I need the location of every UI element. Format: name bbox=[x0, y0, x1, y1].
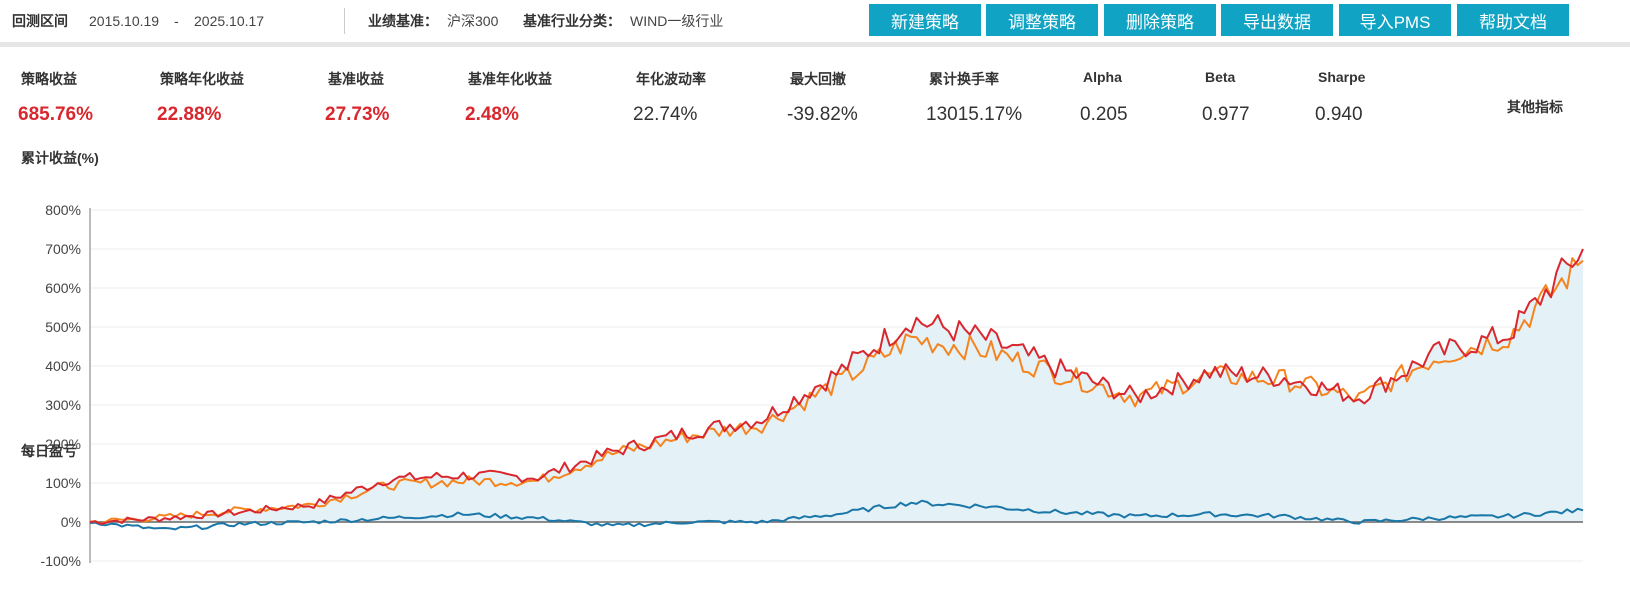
series-line-2 bbox=[89, 499, 1584, 531]
backtest-period-label: 回测区间 bbox=[12, 13, 68, 29]
metric-label-alpha: Alpha bbox=[1083, 69, 1122, 85]
end-date[interactable]: 2025.10.17 bbox=[194, 13, 265, 29]
metric-label-max-drawdown: 最大回撤 bbox=[790, 71, 846, 87]
chart-title: 累计收益(%) bbox=[21, 150, 99, 166]
delete-strategy-button[interactable]: 删除策略 bbox=[1104, 4, 1216, 36]
metric-label-sharpe: Sharpe bbox=[1318, 69, 1366, 85]
metric-label-annual-volatility: 年化波动率 bbox=[636, 71, 706, 87]
date-separator: - bbox=[174, 13, 179, 29]
metric-label-strategy-return: 策略收益 bbox=[21, 71, 77, 87]
metric-label-benchmark-return: 基准收益 bbox=[328, 71, 384, 87]
y-tick-label: 200% bbox=[45, 436, 81, 452]
y-tick-label: 400% bbox=[45, 358, 81, 374]
y-tick-label: -100% bbox=[41, 553, 81, 569]
y-tick-label: 600% bbox=[45, 280, 81, 296]
y-tick-label: 800% bbox=[45, 202, 81, 218]
new-strategy-button[interactable]: 新建策略 bbox=[869, 4, 981, 36]
y-tick-label: 300% bbox=[45, 397, 81, 413]
start-date[interactable]: 2015.10.19 bbox=[89, 13, 160, 29]
metric-value-benchmark-return: 27.73% bbox=[325, 104, 390, 125]
industry-classification-label: 基准行业分类： bbox=[523, 13, 621, 29]
toolbar-divider bbox=[344, 8, 345, 34]
export-data-button[interactable]: 导出数据 bbox=[1221, 4, 1333, 36]
metric-label-beta: Beta bbox=[1205, 69, 1236, 85]
metric-label-turnover: 累计换手率 bbox=[929, 71, 999, 87]
metric-value-turnover: 13015.17% bbox=[926, 104, 1023, 125]
metric-value-max-drawdown: -39.82% bbox=[787, 104, 858, 125]
metric-value-strategy-return: 685.76% bbox=[18, 104, 94, 125]
y-tick-label: 700% bbox=[45, 241, 81, 257]
cumulative-area-fill bbox=[90, 249, 1583, 524]
benchmark-value[interactable]: 沪深300 bbox=[447, 13, 499, 29]
import-pms-button[interactable]: 导入PMS bbox=[1339, 4, 1451, 36]
top-toolbar: 回测区间 2015.10.19 - 2025.10.17 业绩基准： 沪深300… bbox=[0, 0, 1630, 47]
metric-label-benchmark-annual-return: 基准年化收益 bbox=[468, 71, 552, 87]
series-line-0 bbox=[89, 248, 1584, 525]
help-docs-button[interactable]: 帮助文档 bbox=[1457, 4, 1569, 36]
metric-label-strategy-annual-return: 策略年化收益 bbox=[160, 71, 244, 87]
metric-value-strategy-annual-return: 22.88% bbox=[157, 104, 222, 125]
y-tick-label: 0% bbox=[61, 514, 81, 530]
y-tick-label: 100% bbox=[45, 475, 81, 491]
metric-value-benchmark-annual-return: 2.48% bbox=[465, 104, 519, 125]
industry-classification-value[interactable]: WIND一级行业 bbox=[630, 13, 724, 29]
metric-value-alpha: 0.205 bbox=[1080, 104, 1128, 125]
other-metrics-link[interactable]: 其他指标 bbox=[1507, 99, 1563, 115]
metric-value-beta: 0.977 bbox=[1202, 104, 1250, 125]
adjust-strategy-button[interactable]: 调整策略 bbox=[986, 4, 1098, 36]
daily-pnl-toggle[interactable]: 每日盈亏 bbox=[21, 443, 77, 459]
benchmark-label: 业绩基准： bbox=[368, 13, 438, 29]
metric-value-annual-volatility: 22.74% bbox=[633, 104, 698, 125]
metric-value-sharpe: 0.940 bbox=[1315, 104, 1363, 125]
y-tick-label: 500% bbox=[45, 319, 81, 335]
